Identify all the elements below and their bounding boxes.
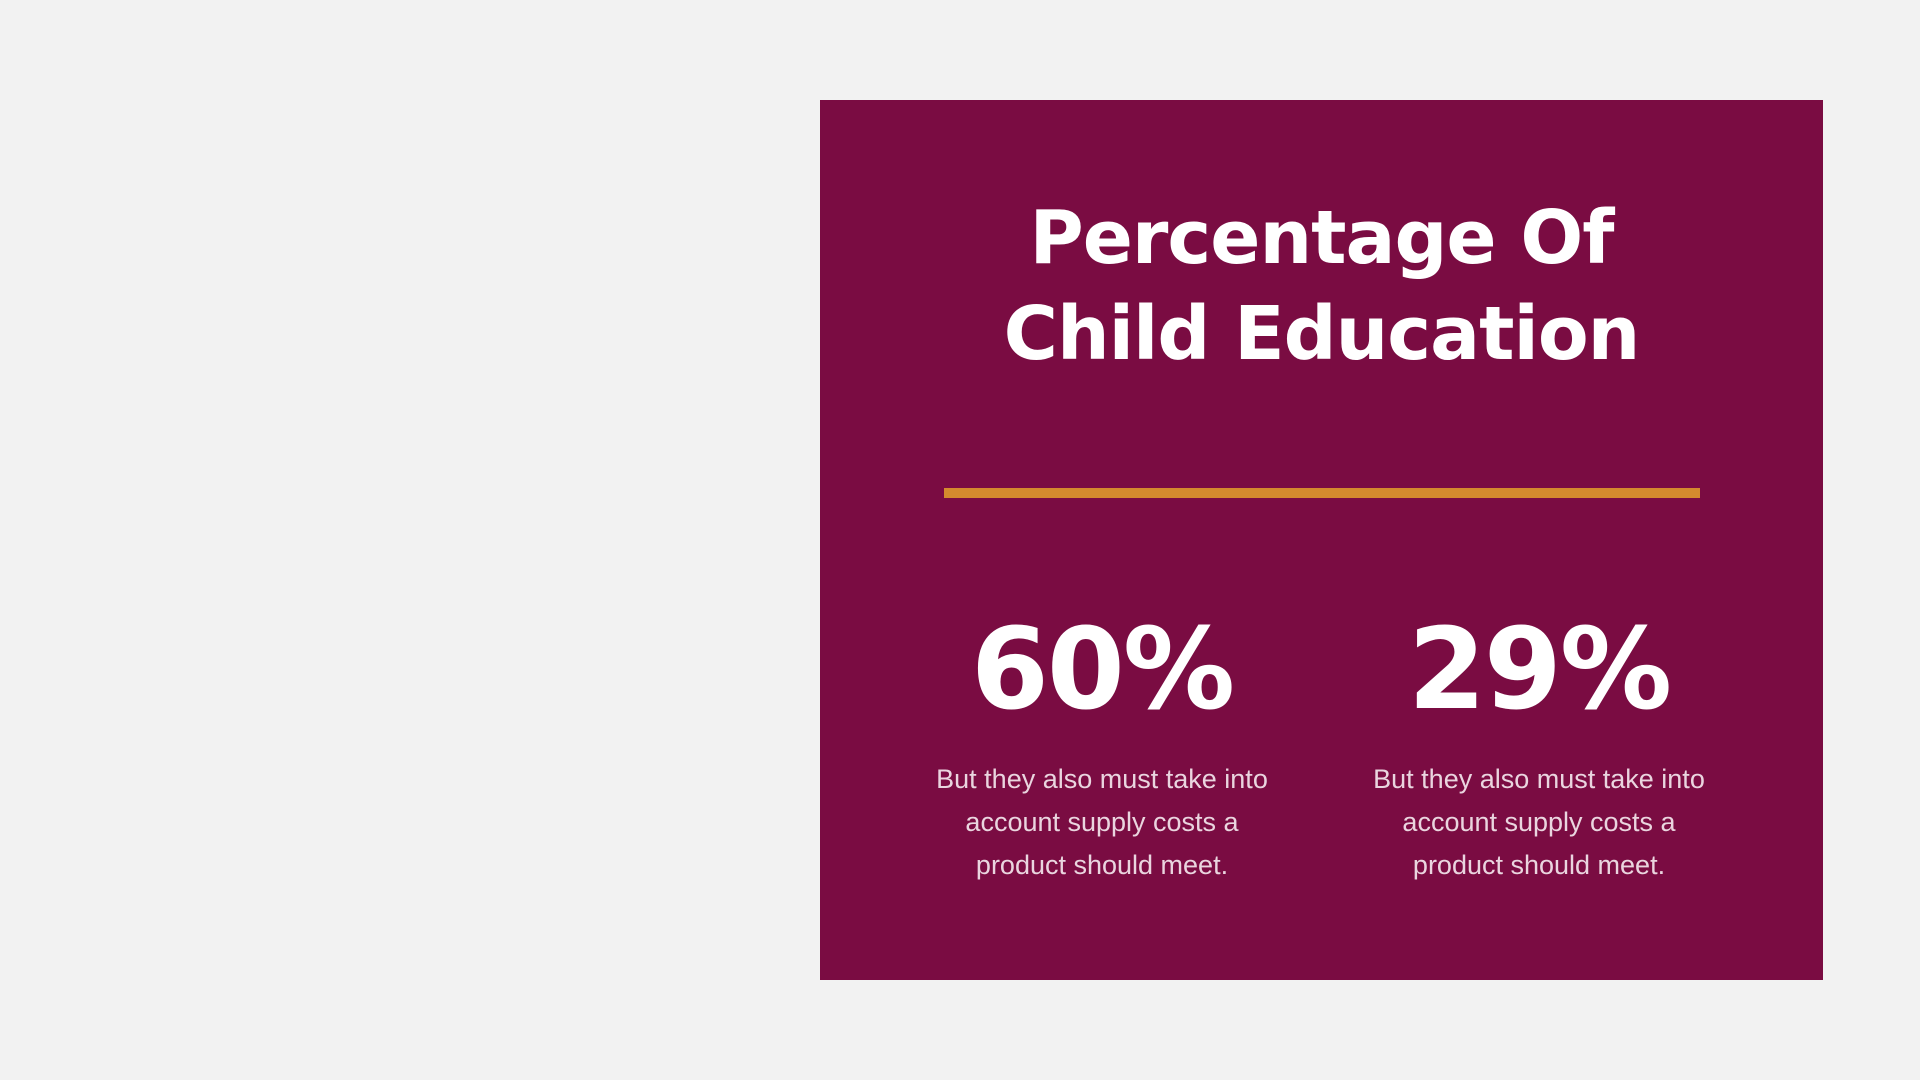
stat-value: 29%: [1407, 605, 1672, 735]
title-line-2: Child Education: [1003, 291, 1641, 377]
stat-block-1: 60% But they also must take into account…: [902, 610, 1302, 887]
left-blank-area: [0, 0, 820, 1080]
stat-block-2: 29% But they also must take into account…: [1339, 610, 1739, 887]
slide-title: Percentage Of Child Education: [820, 190, 1823, 382]
accent-divider: [944, 488, 1700, 498]
stats-panel: Percentage Of Child Education 60% But th…: [820, 100, 1823, 980]
stat-value: 60%: [970, 605, 1235, 735]
stat-description: But they also must take into account sup…: [936, 764, 1268, 880]
stat-description: But they also must take into account sup…: [1373, 764, 1705, 880]
title-line-1: Percentage Of: [1029, 195, 1615, 281]
